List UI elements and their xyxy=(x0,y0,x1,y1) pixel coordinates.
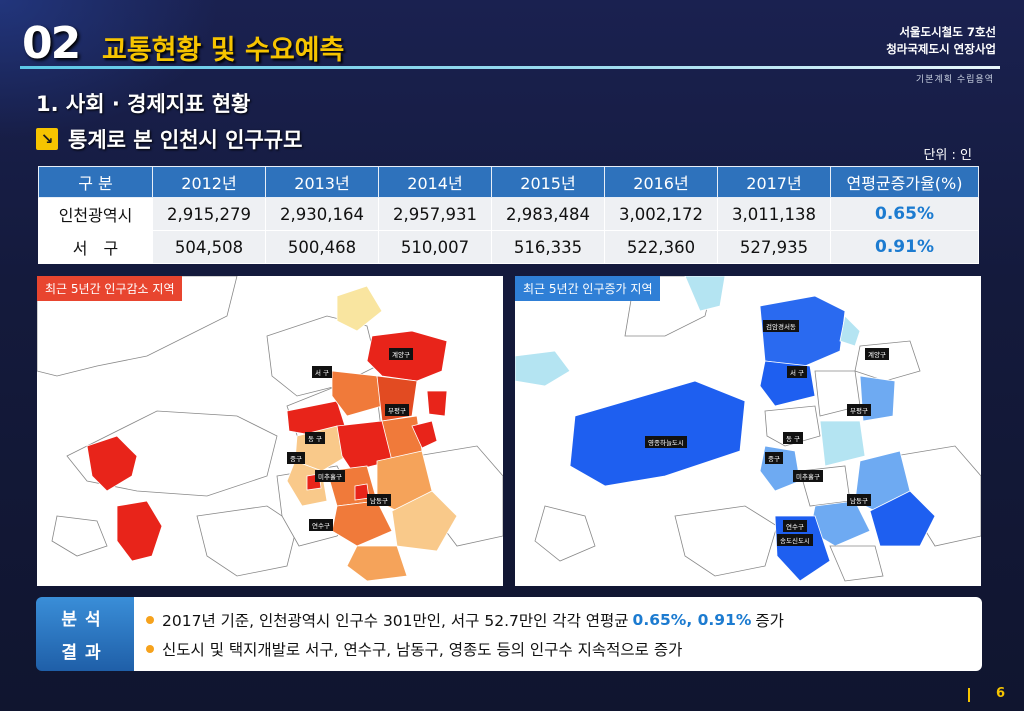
table-cell: 516,335 xyxy=(491,230,605,264)
analysis-label-line2: 결과 xyxy=(61,643,109,663)
table-header-row: 구 분 2012년 2013년 2014년 2015년 2016년 2017년 … xyxy=(38,166,979,198)
table-cell: 527,935 xyxy=(717,230,831,264)
table-header: 2015년 xyxy=(491,166,605,198)
map-tag: 계양구 xyxy=(865,348,889,360)
table-cell: 2,957,931 xyxy=(378,197,492,231)
increase-map: 최근 5년간 인구증가 지역 xyxy=(515,276,981,586)
map-tag: 중구 xyxy=(765,452,783,464)
map-tag: 동 구 xyxy=(305,432,326,444)
map-tag: 연수구 xyxy=(783,520,807,532)
table-cell: 2,983,484 xyxy=(491,197,605,231)
subtitle-row: ↘ 통계로 본 인천시 인구규모 xyxy=(36,124,302,154)
page-divider xyxy=(968,688,970,702)
map-tag: 부평구 xyxy=(847,404,871,416)
table-cell: 3,011,138 xyxy=(717,197,831,231)
table-header: 2016년 xyxy=(604,166,718,198)
map-tag: 미추홀구 xyxy=(793,470,823,482)
decrease-map-label: 최근 5년간 인구감소 지역 xyxy=(37,276,183,301)
map-tag: 연수구 xyxy=(309,519,333,531)
page-number: 6 xyxy=(996,686,1006,701)
increase-map-label: 최근 5년간 인구증가 지역 xyxy=(515,276,661,301)
corner-decoration xyxy=(0,0,220,140)
arrow-icon: ↘ xyxy=(36,128,58,150)
growth-rate-cell: 0.65% xyxy=(830,197,979,231)
map-tag: 서 구 xyxy=(312,366,333,378)
decrease-map: 최근 5년간 인구감소 지역 xyxy=(37,276,503,586)
increase-map-graphic xyxy=(515,276,981,582)
table-cell: 2,930,164 xyxy=(265,197,379,231)
growth-rate-cell: 0.91% xyxy=(830,230,979,264)
table-header: 2014년 xyxy=(378,166,492,198)
analysis-text: 신도시 및 택지개발로 서구, 연수구, 남동구, 영종도 등의 인구수 지속적… xyxy=(162,640,683,659)
bullet-icon xyxy=(146,644,154,653)
map-tag: 미추홀구 xyxy=(315,470,345,482)
table-cell: 510,007 xyxy=(378,230,492,264)
analysis-text: 2017년 기준, 인천광역시 인구수 301만인, 서구 52.7만인 각각 … xyxy=(162,611,629,630)
population-table: 구 분 2012년 2013년 2014년 2015년 2016년 2017년 … xyxy=(38,166,979,264)
project-name-line3: 기본계획 수립용역 xyxy=(915,75,994,85)
map-tag: 동 구 xyxy=(783,432,804,444)
table-row: 서 구 504,508 500,468 510,007 516,335 522,… xyxy=(38,230,979,264)
unit-label: 단위 : 인 xyxy=(923,148,972,163)
table-header: 연평균증가율(%) xyxy=(830,166,979,198)
analysis-box: 2017년 기준, 인천광역시 인구수 301만인, 서구 52.7만인 각각 … xyxy=(134,597,982,671)
map-tag: 서 구 xyxy=(787,366,808,378)
chapter-title: 교통현황 및 수요예측 xyxy=(102,35,345,66)
decrease-map-graphic xyxy=(37,276,503,582)
section-number: 02 xyxy=(22,18,81,69)
map-tag: 중구 xyxy=(287,452,305,464)
map-tag: 계양구 xyxy=(389,348,413,360)
section-title: 1. 사회 · 경제지표 현황 xyxy=(36,92,251,116)
project-name-line1: 서울도시철도 7호선 xyxy=(899,25,996,39)
bullet-icon xyxy=(146,615,154,624)
map-tag: 송도신도시 xyxy=(777,534,813,546)
table-cell: 500,468 xyxy=(265,230,379,264)
table-cell: 522,360 xyxy=(604,230,718,264)
analysis-item: 2017년 기준, 인천광역시 인구수 301만인, 서구 52.7만인 각각 … xyxy=(146,605,970,634)
map-tag: 검암경서동 xyxy=(763,320,799,332)
analysis-text: 증가 xyxy=(755,611,784,630)
project-name-line2: 청라국제도시 연장사업 xyxy=(886,42,996,56)
table-header: 2013년 xyxy=(265,166,379,198)
header-divider xyxy=(20,66,1000,69)
map-tag: 남동구 xyxy=(367,494,391,506)
row-label: 서 구 xyxy=(38,230,153,264)
table-header: 2017년 xyxy=(717,166,831,198)
table-header: 구 분 xyxy=(38,166,153,198)
analysis-item: 신도시 및 택지개발로 서구, 연수구, 남동구, 영종도 등의 인구수 지속적… xyxy=(146,634,970,663)
table-cell: 2,915,279 xyxy=(152,197,266,231)
table-header: 2012년 xyxy=(152,166,266,198)
analysis-label-line1: 분석 xyxy=(61,610,109,630)
map-tag: 영종하늘도시 xyxy=(645,436,687,448)
table-cell: 3,002,172 xyxy=(604,197,718,231)
table-row: 인천광역시 2,915,279 2,930,164 2,957,931 2,98… xyxy=(38,197,979,231)
table-cell: 504,508 xyxy=(152,230,266,264)
map-tag: 부평구 xyxy=(385,404,409,416)
map-tag: 남동구 xyxy=(847,494,871,506)
subtitle: 통계로 본 인천시 인구규모 xyxy=(68,128,303,152)
analysis-highlight: 0.65%, 0.91% xyxy=(632,610,752,629)
row-label: 인천광역시 xyxy=(38,197,153,231)
analysis-label: 분석 결과 xyxy=(36,597,134,671)
